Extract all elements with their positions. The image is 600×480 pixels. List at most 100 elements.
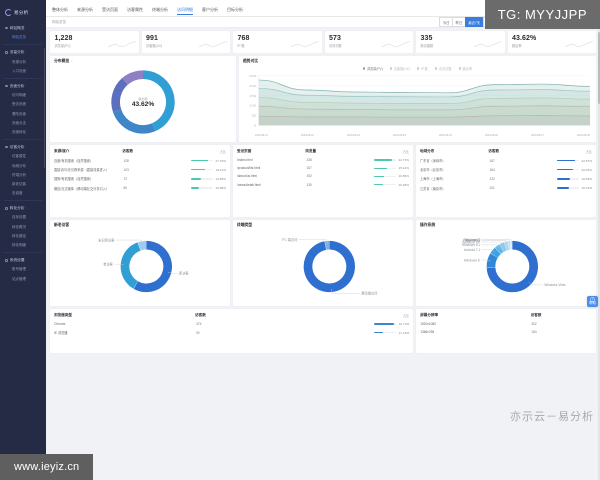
- sidebar-group-1[interactable]: 流量分析: [0, 47, 46, 57]
- table-row[interactable]: /product/list.html 167 15.12%: [233, 164, 413, 172]
- kpi-card-4[interactable]: 335 新访客数: [416, 31, 505, 53]
- date-preset-1[interactable]: 昨日: [452, 17, 465, 27]
- leader-line-0: [331, 288, 361, 294]
- bar-fill: [191, 187, 200, 189]
- rank-column-header-0: 浏览器类型: [54, 312, 72, 317]
- sidebar-item-3-1[interactable]: 地域分布: [12, 163, 26, 168]
- table-row[interactable]: /about/us.html 152 10.85%: [233, 172, 413, 180]
- tab-3[interactable]: 访客属性: [127, 6, 143, 12]
- tab-2[interactable]: 受访页面: [102, 6, 118, 12]
- table-row[interactable]: 广东省（深圳市） 187 22.57%: [416, 156, 596, 165]
- sidebar-item-1-1[interactable]: 入口页面: [12, 68, 26, 73]
- sidebar-scrollbar[interactable]: [44, 48, 46, 168]
- sidebar-item-5-0[interactable]: 账号管理: [12, 267, 26, 272]
- question-icon: ?: [590, 297, 595, 303]
- sidebar-item-3-3[interactable]: 新老访客: [12, 181, 26, 186]
- table-row[interactable]: 直接访问/无引荐来源（直接流量进入） 103 19.11%: [50, 165, 230, 174]
- sidebar-item-3-4[interactable]: 忠诚度: [12, 191, 23, 196]
- legend-item-4[interactable]: 跳出率: [458, 66, 472, 71]
- app-logo[interactable]: 易分析: [0, 4, 46, 23]
- sidebar-item-4-0[interactable]: 目标设置: [12, 215, 26, 220]
- overview-donut-chart[interactable]: 跳出率 43.62%: [50, 64, 236, 140]
- y-tick: 50: [252, 114, 257, 117]
- table-row[interactable]: /news/detail.html 130 10.26%: [233, 181, 413, 189]
- table-row[interactable]: 搜狗/有机搜索（自然搜索） 72 13.48%: [50, 174, 230, 183]
- rank-row-value: 302: [531, 322, 537, 327]
- trend-area-chart[interactable]: 250 200 150 100 50 0: [239, 72, 596, 134]
- kpi-sparkline: [199, 41, 227, 48]
- sidebar-item-3-0[interactable]: 访客属性: [12, 154, 26, 159]
- line-1: [258, 88, 591, 98]
- sidebar-item-2-3[interactable]: 页面点击: [12, 120, 26, 125]
- table-row[interactable]: 北京市（北京市） 164 20.45%: [416, 165, 596, 174]
- donut-slice-4: [499, 242, 507, 252]
- tab-4[interactable]: 终端分析: [152, 6, 168, 12]
- y-tick: 0: [254, 124, 256, 127]
- rank-row-name: 搜狗/有机搜索（自然搜索）: [54, 177, 94, 182]
- sidebar-item-2-0[interactable]: 访问明细: [12, 93, 26, 98]
- rank-row-pct: 22.57%: [581, 158, 593, 163]
- table-row[interactable]: 百度/有机搜索（自然搜索） 128 27.79%: [50, 156, 230, 165]
- trend-chart-title: 趋势对比: [243, 59, 259, 63]
- sidebar-item-5-1[interactable]: 站点管理: [12, 276, 26, 281]
- tab-0[interactable]: 整体分析: [52, 6, 68, 12]
- rank-row-bar: 27.79%: [161, 159, 226, 163]
- table-row[interactable]: Chrome 374 43.73%: [50, 320, 413, 328]
- date-preset-0[interactable]: 今日: [439, 17, 453, 27]
- bottom-donut-chart[interactable]: 移动端访问 PC 端访问: [233, 227, 413, 306]
- slice-label-6: Windows 7: [465, 238, 481, 242]
- sidebar-group-5[interactable]: 系统设置: [0, 255, 46, 265]
- rank-row-value: 167: [306, 166, 312, 171]
- scrollbar-thumb[interactable]: [598, 32, 600, 104]
- sidebar-group-2[interactable]: 页面分析: [0, 81, 46, 91]
- rank-row-bar: 15.12%: [344, 166, 409, 170]
- table-row[interactable]: 1366x768 164: [416, 328, 596, 336]
- tab-7[interactable]: 目标分析: [227, 6, 243, 12]
- table-row[interactable]: /index.html 238 22.73%: [233, 156, 413, 164]
- table-row[interactable]: 1920x1080 302: [416, 320, 596, 328]
- kpi-card-5[interactable]: 43.62% 跳出率: [507, 31, 596, 53]
- kpi-card-1[interactable]: 991 访客数(UV): [141, 31, 230, 53]
- rank-row-bar: 43.73%: [274, 322, 409, 326]
- tab-6[interactable]: 客户分析: [202, 6, 218, 12]
- sidebar-item-2-4[interactable]: 页面转化: [12, 129, 26, 134]
- trend-chart-card: 趋势对比 浏览量(PV) 访客数(UV) IP 数 访问次数 跳出率 250 200 150…: [239, 56, 596, 142]
- table-row[interactable]: 江苏省（南京市） 101 15.72%: [416, 184, 596, 193]
- sidebar-item-4-3[interactable]: 转化明细: [12, 243, 26, 248]
- sidebar-group-3[interactable]: 访客分析: [0, 142, 46, 152]
- table-row[interactable]: 微信/社交媒体（移动端社交分享引入） 60 10.98%: [50, 184, 230, 193]
- tab-1[interactable]: 来源分析: [77, 6, 93, 12]
- bottom-donut-chart[interactable]: 新访客 老访客 未识别访客: [50, 227, 230, 306]
- leader-line-3: [481, 244, 500, 249]
- card-title: 分布概览 ▾: [50, 56, 236, 64]
- x-tick-2: 2019-08-23: [347, 134, 360, 137]
- legend-item-3[interactable]: 访问次数: [434, 66, 452, 71]
- sidebar-item-1-0[interactable]: 来源分析: [12, 59, 26, 64]
- table-row[interactable]: 上海市（上海市） 122 16.53%: [416, 174, 596, 183]
- sidebar-group-4[interactable]: 转化分析: [0, 203, 46, 213]
- table-row[interactable]: IE 浏览器 92 17.16%: [50, 328, 413, 337]
- sidebar-collapse-handle[interactable]: [0, 430, 10, 436]
- sidebar-item-0-0[interactable]: 网站总览: [12, 35, 26, 40]
- sidebar-item-3-2[interactable]: 终端分析: [12, 172, 26, 177]
- bar-track: [557, 178, 579, 180]
- date-preset-2[interactable]: 最近7天: [464, 17, 483, 27]
- sidebar-group-0[interactable]: 网站概览: [0, 23, 46, 33]
- kpi-card-0[interactable]: 1,228 浏览量(PV): [50, 31, 139, 53]
- sidebar-item-2-1[interactable]: 受访页面: [12, 102, 26, 107]
- content-scrollbar[interactable]: [598, 28, 600, 480]
- help-button[interactable]: ? 帮助: [587, 296, 598, 307]
- legend-item-2[interactable]: IP 数: [416, 66, 428, 71]
- sidebar-item-2-2[interactable]: 着陆页面: [12, 111, 26, 116]
- divider: [4, 77, 42, 79]
- sidebar-item-4-1[interactable]: 转化概况: [12, 224, 26, 229]
- tab-5[interactable]: 访问明细: [177, 7, 193, 17]
- legend-item-0[interactable]: 浏览量(PV): [362, 66, 383, 71]
- kpi-card-2[interactable]: 768 IP 数: [233, 31, 322, 53]
- bottom-donut-chart[interactable]: Windows Vista Windows 8 Android 7.1 Windows…: [416, 227, 596, 306]
- bar-track: [191, 169, 213, 171]
- kpi-card-3[interactable]: 573 访问次数: [324, 31, 413, 53]
- card-title: 终端类型: [233, 220, 413, 228]
- legend-item-1[interactable]: 访客数(UV): [389, 66, 410, 71]
- sidebar-item-4-2[interactable]: 转化路径: [12, 233, 26, 238]
